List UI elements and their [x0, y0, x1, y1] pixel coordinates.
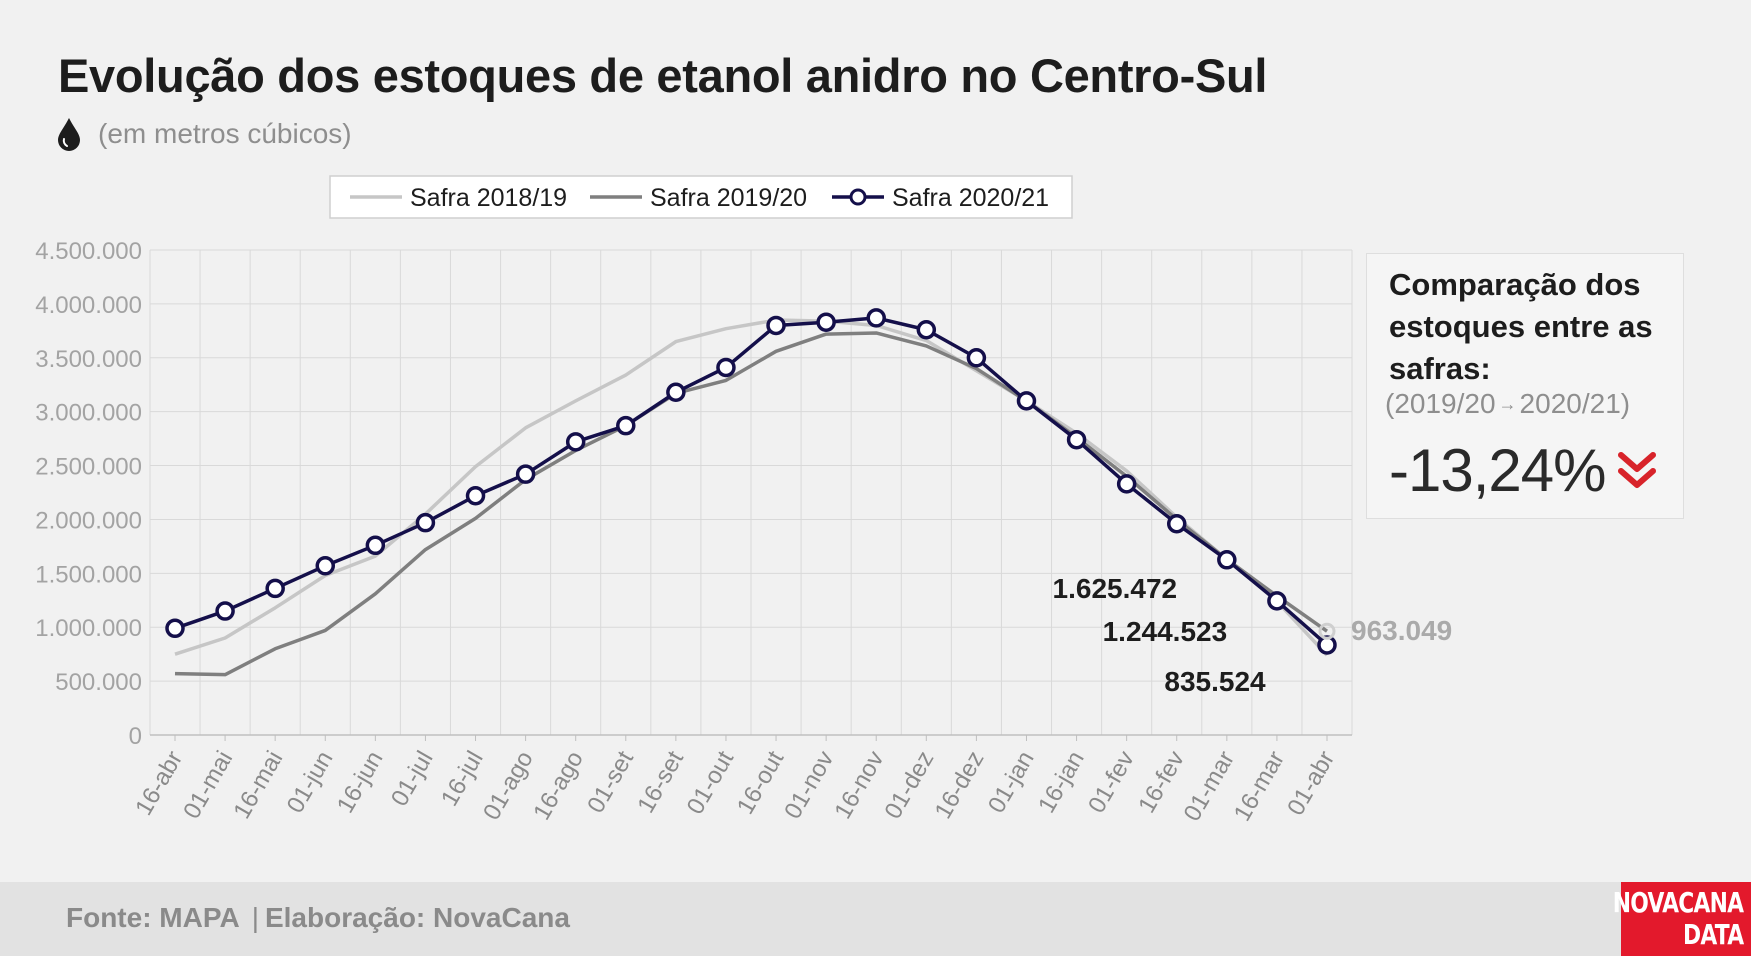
series-3-point	[966, 348, 987, 368]
x-tick-label: 01-abr	[1282, 746, 1340, 820]
series-3-point	[315, 556, 336, 576]
x-tick-label: 16-set	[632, 746, 689, 818]
legend-label: Safra 2020/21	[892, 184, 1049, 212]
x-tick-label: 01-jul	[386, 747, 439, 811]
y-tick-label: 4.500.000	[35, 238, 142, 265]
series-3-point	[616, 415, 636, 436]
comparison-to: 2020/21)	[1519, 388, 1631, 419]
y-tick-label: 2.500.000	[35, 454, 142, 481]
legend-marker	[849, 188, 867, 206]
comparison-period: (2019/20 → 2020/21)	[1385, 388, 1630, 420]
comparison-value-row: -13,24%	[1389, 436, 1659, 505]
data-label: 1.625.472	[1053, 573, 1178, 604]
comparison-value: -13,24%	[1389, 437, 1606, 504]
x-tick-label: 01-nov	[779, 747, 839, 824]
legend-label: Safra 2018/19	[410, 184, 567, 212]
series-3-point	[515, 464, 536, 484]
x-tick-label: 16-mai	[228, 747, 288, 824]
series-2-end-point	[1318, 622, 1336, 640]
logo-line-2: DATA	[1682, 918, 1744, 951]
legend-label: Safra 2019/20	[650, 184, 807, 212]
y-tick-label: 0	[129, 723, 142, 750]
comparison-from: (2019/20	[1385, 388, 1496, 419]
legend-box	[329, 175, 1073, 219]
drop-icon	[58, 118, 80, 151]
x-tick-label: 16-nov	[829, 747, 889, 824]
subtitle-row: (em metros cúbicos)	[56, 114, 352, 154]
series-3-point	[866, 308, 886, 328]
series-3-point	[1066, 429, 1087, 450]
x-tick-label: 16-jan	[1033, 747, 1090, 818]
series-3-point	[215, 601, 235, 621]
arrow-right-icon: →	[1498, 393, 1517, 414]
series-3-point	[716, 357, 736, 378]
x-tick-label: 16-jul	[436, 747, 489, 811]
source-line: Fonte: MAPA | Elaboração: NovaCana	[66, 902, 570, 934]
source-text: Fonte: MAPA	[66, 902, 240, 933]
data-label: 963.049	[1351, 615, 1452, 646]
x-tick-label: 01-jun	[282, 747, 339, 818]
source-separator: |	[251, 902, 259, 933]
x-tick-label: 01-dez	[879, 747, 939, 824]
series-3-point	[1217, 550, 1237, 570]
y-tick-label: 1.000.000	[35, 615, 142, 642]
y-tick-label: 2.000.000	[35, 507, 142, 534]
data-label: 835.524	[1164, 666, 1266, 697]
x-tick-label: 01-set	[582, 746, 639, 818]
x-tick-label: 16-mar	[1229, 747, 1290, 826]
series-3-point	[565, 432, 586, 452]
x-tick-label: 01-out	[682, 746, 740, 819]
data-label: 1.244.523	[1103, 616, 1228, 647]
series-3-point	[766, 315, 786, 336]
series-3-point	[1166, 514, 1187, 534]
chart-title: Evolução dos estoques de etanol anidro n…	[58, 49, 1268, 102]
x-tick-label: 01-mai	[178, 747, 238, 824]
series-3-point	[365, 535, 386, 556]
chart-subtitle: (em metros cúbicos)	[98, 118, 352, 149]
comparison-box: Comparação dos estoques entre as safras:…	[1366, 253, 1684, 519]
logo-line-1: NOVACANA	[1612, 886, 1744, 919]
y-tick-label: 3.500.000	[35, 346, 142, 373]
series-3-point	[165, 618, 185, 639]
y-tick-label: 500.000	[55, 669, 142, 696]
y-tick-label: 1.500.000	[35, 561, 142, 588]
series-line-1	[174, 318, 1329, 657]
x-tick-label: 16-ago	[528, 747, 589, 825]
y-tick-label: 4.000.000	[35, 292, 142, 319]
series-3-point	[1116, 474, 1137, 494]
series-3-point	[415, 512, 436, 533]
series-3-point	[816, 312, 836, 332]
series-3-point	[916, 320, 937, 340]
x-tick-label: 16-jun	[332, 747, 389, 818]
line-chart: 0 500.000 1.000.000 1.500.000 2.000.000 2.500…	[35, 175, 1452, 826]
y-tick-label: 3.000.000	[35, 400, 142, 427]
credit-text: Elaboração: NovaCana	[264, 902, 570, 933]
series-3-point	[1016, 391, 1037, 411]
comparison-title: Comparação dos estoques entre as safras:	[1389, 267, 1653, 386]
chart-area: 0 500.000 1.000.000 1.500.000 2.000.000 2.500…	[35, 175, 1452, 826]
series-3-point	[265, 578, 285, 599]
x-tick-label: 01-jan	[983, 747, 1040, 818]
double-chevron-down-icon	[1618, 451, 1657, 488]
novacana-data-logo: NOVACANA DATA	[1613, 882, 1751, 956]
x-tick-label: 16-dez	[930, 747, 990, 824]
footer: Fonte: MAPA | Elaboração: NovaCana	[0, 882, 1751, 956]
series-3-point	[1267, 591, 1287, 611]
series-3-point	[465, 485, 486, 506]
x-tick-label: 01-fev	[1083, 747, 1140, 818]
series-3-point	[666, 382, 686, 403]
